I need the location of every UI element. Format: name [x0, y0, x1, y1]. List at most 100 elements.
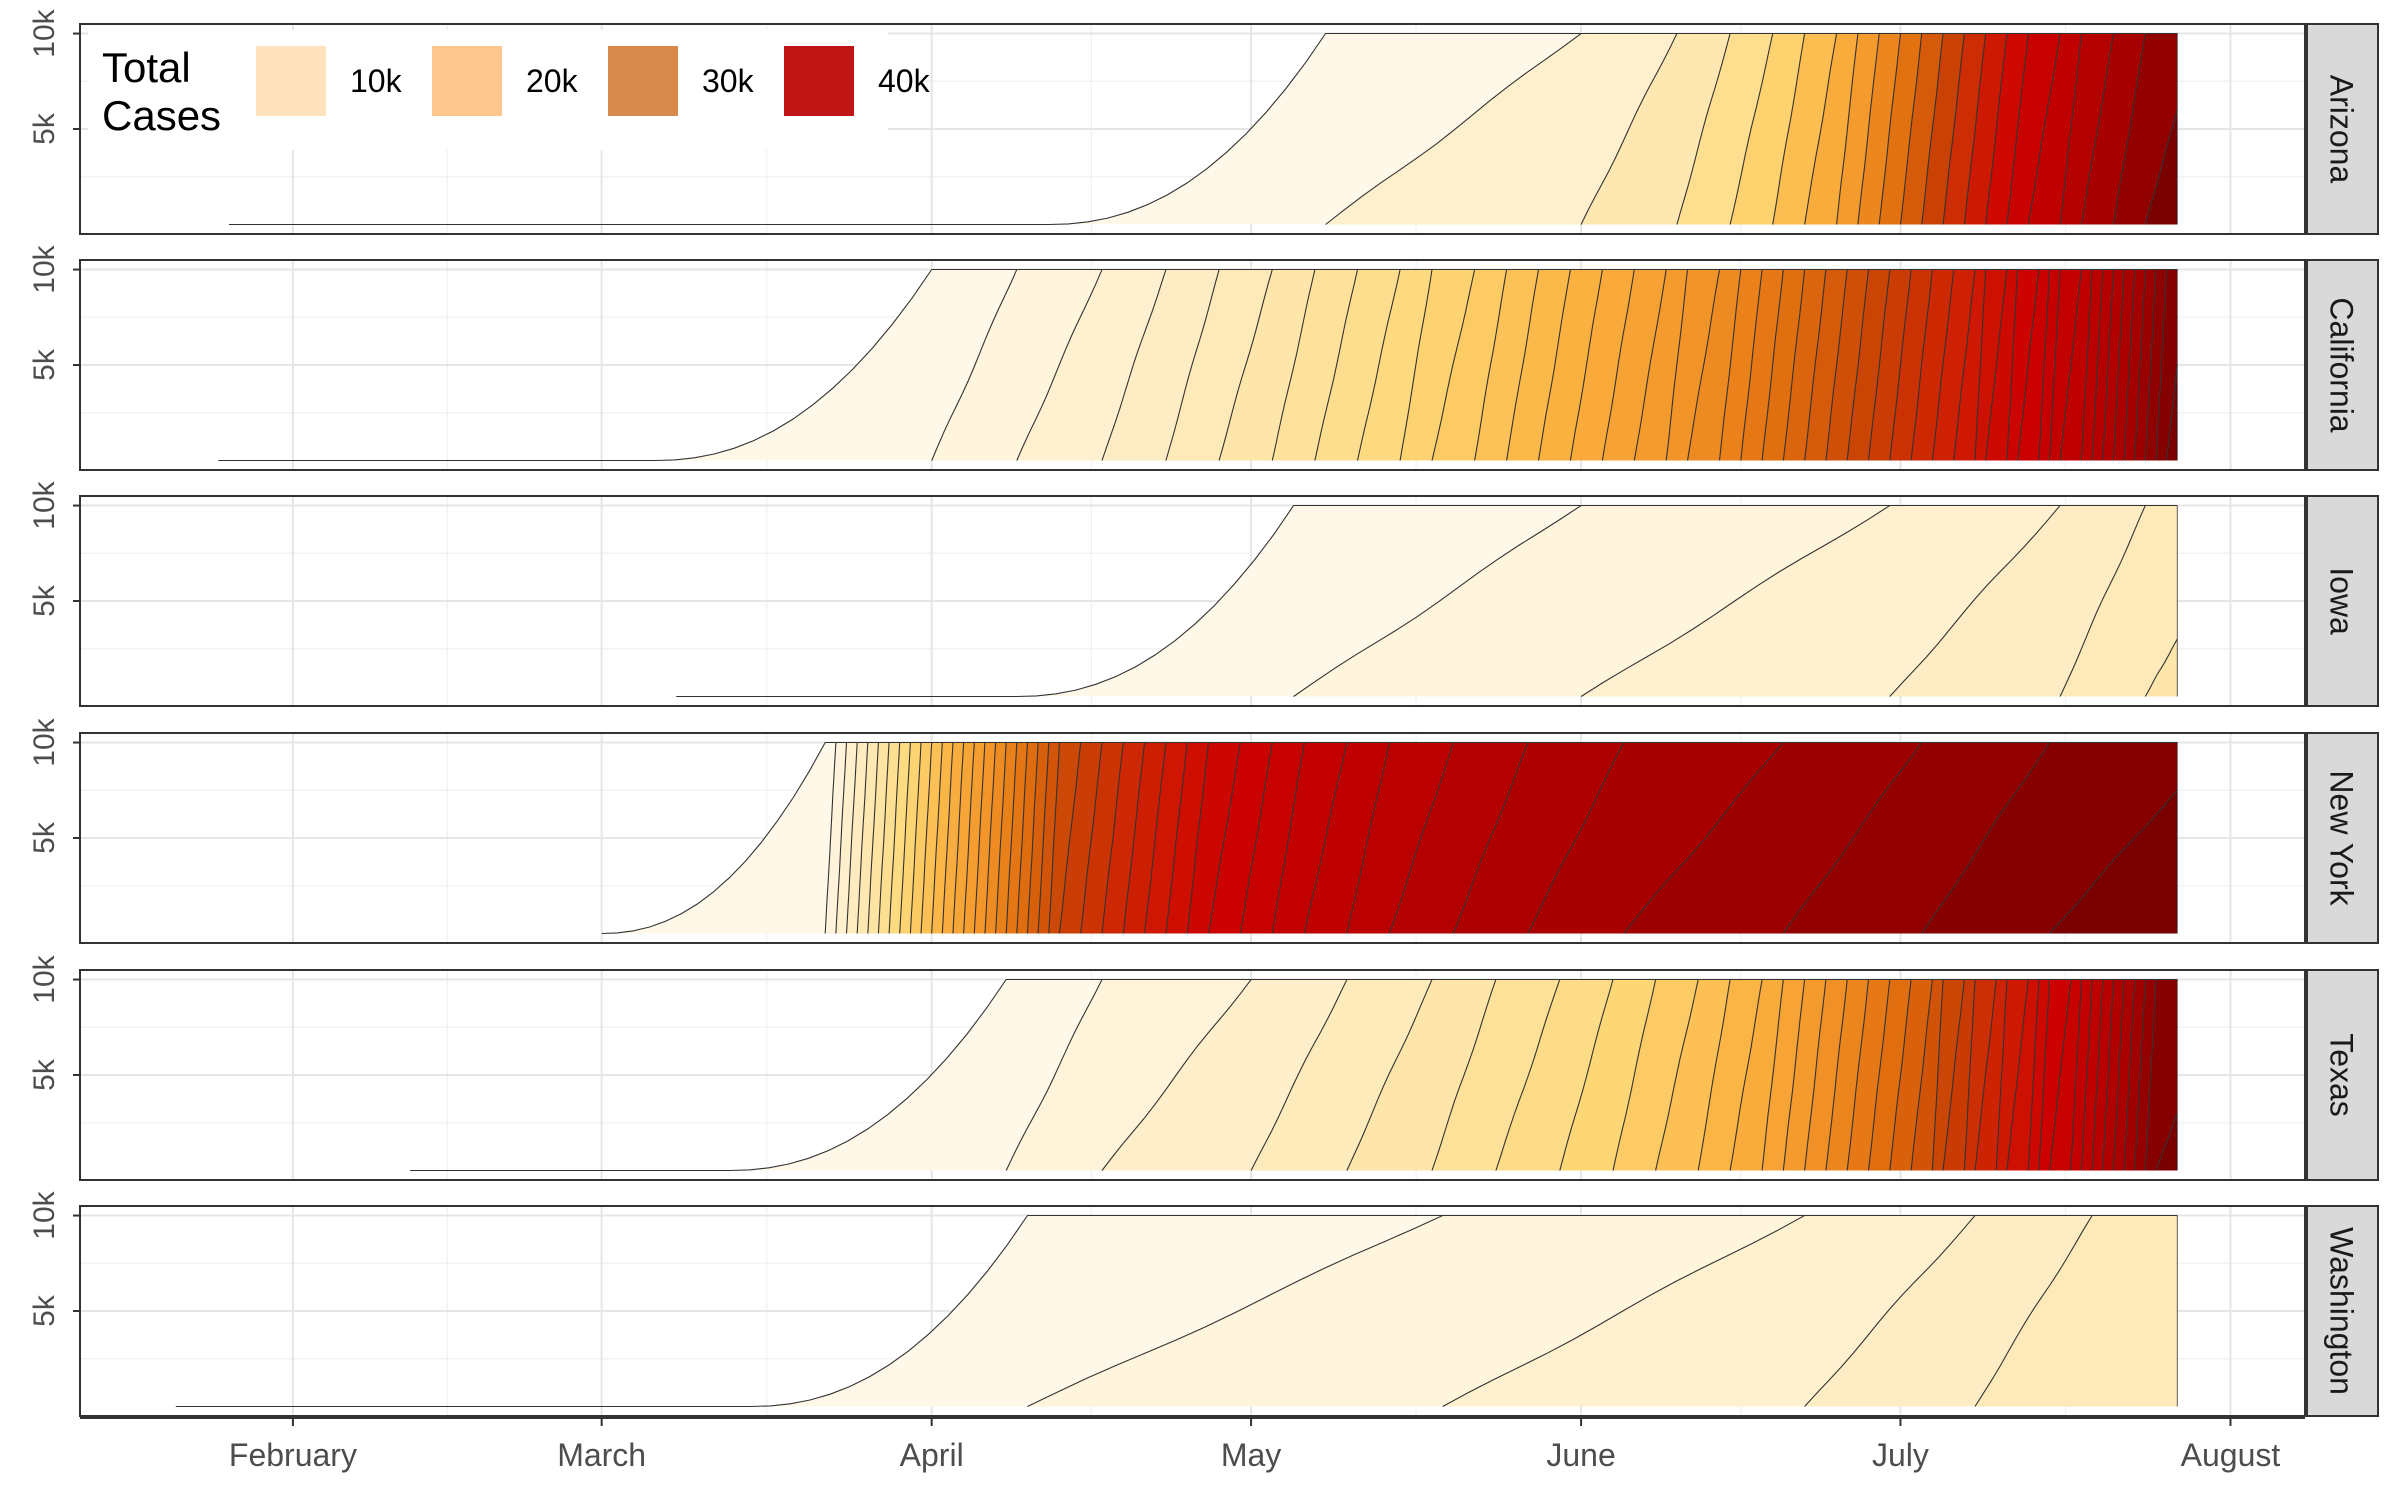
- band-edge: [1804, 978, 2178, 1171]
- band-edge: [1314, 268, 2178, 461]
- legend-label: 20k: [526, 63, 579, 99]
- band-edge: [1782, 741, 2178, 934]
- band-edge: [1325, 32, 2178, 225]
- band-edge: [1825, 268, 2178, 461]
- facet-strip: [2306, 732, 2379, 944]
- band-fill: [2049, 790, 2178, 934]
- band-edge: [1346, 978, 2178, 1171]
- band-edge: [2112, 268, 2178, 461]
- band-edge: [676, 504, 2178, 698]
- bands: [229, 32, 2178, 226]
- band-edge: [2134, 978, 2178, 1171]
- legend-title: Cases: [102, 92, 221, 139]
- facet-panel-washington: 5k 10k Washington: [28, 1190, 2379, 1417]
- band-edge: [1729, 32, 2178, 225]
- band-edge: [1676, 32, 2178, 225]
- band-edge: [1250, 978, 2178, 1171]
- band-edge: [1495, 978, 2178, 1171]
- band-edge: [2059, 268, 2178, 461]
- band-edge: [1921, 741, 2178, 934]
- band-edge: [1431, 268, 2178, 461]
- band-edge: [1836, 32, 2178, 225]
- band-edge: [1825, 978, 2178, 1171]
- band-edge: [1846, 268, 2178, 461]
- legend-swatch: [784, 46, 854, 116]
- band-edge: [973, 741, 2178, 934]
- band-edge: [2017, 268, 2178, 461]
- y-tick-label: 5k: [28, 1294, 61, 1327]
- facet-panel-arizona: 5k 10k Arizona: [28, 8, 2379, 235]
- band-edge: [1772, 32, 2178, 225]
- band-edge: [1026, 741, 2178, 934]
- band-edge: [1005, 978, 2178, 1171]
- band-edge: [1942, 32, 2178, 225]
- band-edge: [1942, 978, 2178, 1171]
- facet-strip: [2306, 259, 2379, 471]
- band-edge: [1527, 741, 2178, 934]
- band-edge: [1761, 268, 2178, 461]
- band-edge: [1985, 32, 2178, 225]
- band-edge: [931, 741, 2178, 934]
- band-edge: [1963, 32, 2178, 225]
- band-edge: [2080, 32, 2178, 225]
- y-tick-label: 10k: [28, 717, 61, 766]
- x-tick-label: February: [229, 1437, 357, 1473]
- legend-swatch: [608, 46, 678, 116]
- band-edge: [1388, 741, 2178, 934]
- band-edge: [1974, 268, 2178, 461]
- band-edge: [909, 741, 2178, 934]
- band-edge: [1804, 1214, 2178, 1407]
- band-edge: [1953, 268, 2178, 461]
- band-edge: [1037, 741, 2178, 934]
- band-edge: [1899, 32, 2178, 225]
- band-edge: [1580, 32, 2178, 225]
- x-tick-label: April: [900, 1437, 964, 1473]
- band-edge: [2155, 1113, 2178, 1171]
- band-edge: [1718, 268, 2178, 461]
- facet-strip: [2306, 969, 2379, 1181]
- band-edge: [1303, 741, 2178, 934]
- band-edge: [218, 268, 2178, 462]
- y-tick-label: 10k: [28, 954, 61, 1003]
- band-edge: [1697, 978, 2178, 1171]
- band-edge: [995, 741, 2178, 934]
- band-edge: [2091, 268, 2178, 461]
- band-edge: [1846, 978, 2178, 1171]
- band-edge: [1686, 268, 2178, 461]
- band-edge: [1601, 268, 2178, 461]
- band-edge: [1186, 741, 2178, 934]
- y-tick-label: 5k: [28, 1058, 61, 1091]
- band-edge: [1867, 978, 2178, 1171]
- bands: [175, 1214, 2178, 1408]
- band-edge: [2080, 978, 2178, 1171]
- facet-panel-california: 5k 10k California: [28, 244, 2379, 471]
- band-edge: [899, 741, 2178, 934]
- band-edge: [1356, 268, 2178, 461]
- band-edge: [2166, 364, 2178, 461]
- legend-swatch: [432, 46, 502, 116]
- band-edge: [1878, 32, 2178, 225]
- band-edge: [984, 741, 2178, 934]
- y-tick-label: 5k: [28, 112, 61, 145]
- band-edge: [1005, 741, 2178, 934]
- x-tick-label: July: [1872, 1437, 1929, 1473]
- band-edge: [1889, 504, 2178, 697]
- band-edge: [2006, 978, 2178, 1171]
- band-edge: [2006, 268, 2178, 461]
- band-fill: [2060, 505, 2178, 697]
- band-edge: [1271, 268, 2178, 461]
- y-tick-label: 10k: [28, 8, 61, 57]
- band-edge: [1963, 978, 2178, 1171]
- band-edge: [1080, 741, 2178, 934]
- band-edge: [2155, 268, 2178, 461]
- facet-strip-label: New York: [2324, 770, 2360, 906]
- band-edge: [1612, 978, 2178, 1171]
- band-edge: [2091, 978, 2178, 1171]
- band-edge: [867, 741, 2178, 934]
- band-edge: [2070, 978, 2178, 1171]
- band-edge: [1782, 268, 2178, 461]
- band-edge: [1910, 268, 2178, 461]
- band-edge: [2112, 32, 2178, 225]
- band-edge: [1921, 32, 2178, 225]
